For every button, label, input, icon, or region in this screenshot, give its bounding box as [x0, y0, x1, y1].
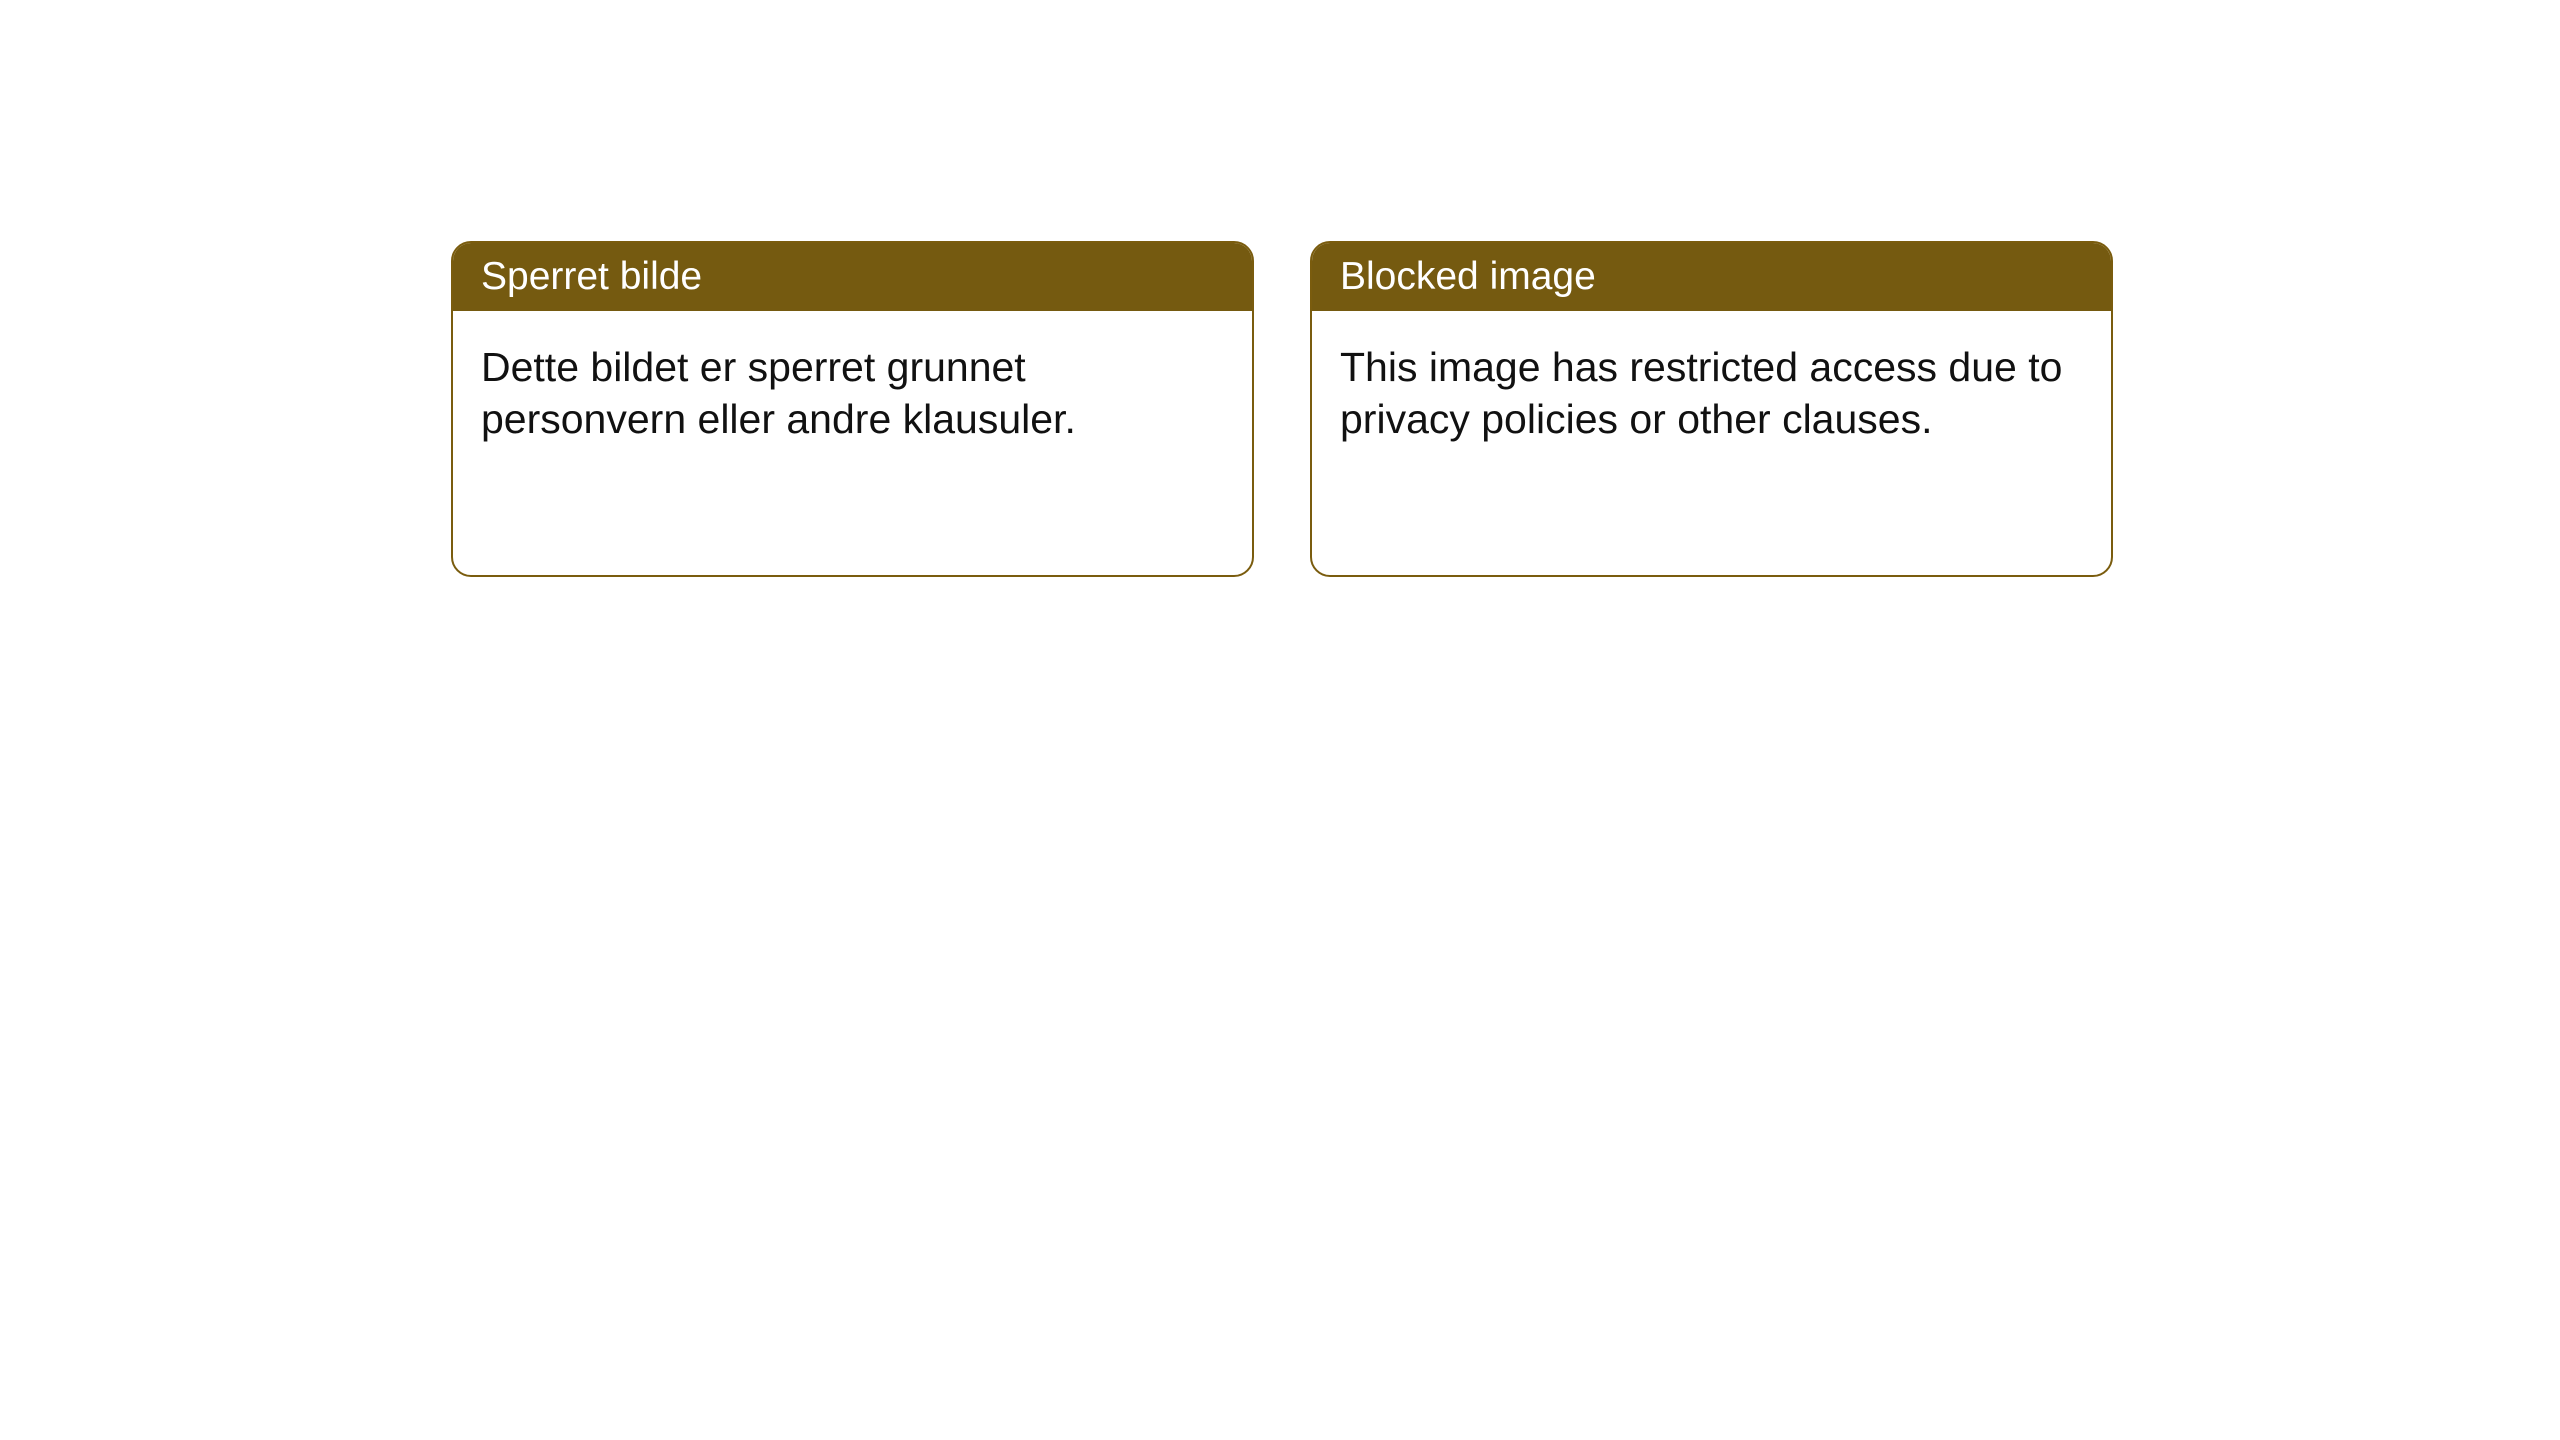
- blocked-image-notices: Sperret bilde Dette bildet er sperret gr…: [451, 241, 2113, 577]
- card-header-title: Blocked image: [1340, 255, 1596, 298]
- card-body: Dette bildet er sperret grunnet personve…: [453, 311, 1252, 476]
- notice-card-english: Blocked image This image has restricted …: [1310, 241, 2113, 577]
- card-body-text: Dette bildet er sperret grunnet personve…: [481, 344, 1076, 442]
- card-header: Sperret bilde: [453, 243, 1252, 311]
- card-body: This image has restricted access due to …: [1312, 311, 2111, 476]
- card-header: Blocked image: [1312, 243, 2111, 311]
- notice-card-norwegian: Sperret bilde Dette bildet er sperret gr…: [451, 241, 1254, 577]
- card-header-title: Sperret bilde: [481, 255, 702, 298]
- card-body-text: This image has restricted access due to …: [1340, 344, 2062, 442]
